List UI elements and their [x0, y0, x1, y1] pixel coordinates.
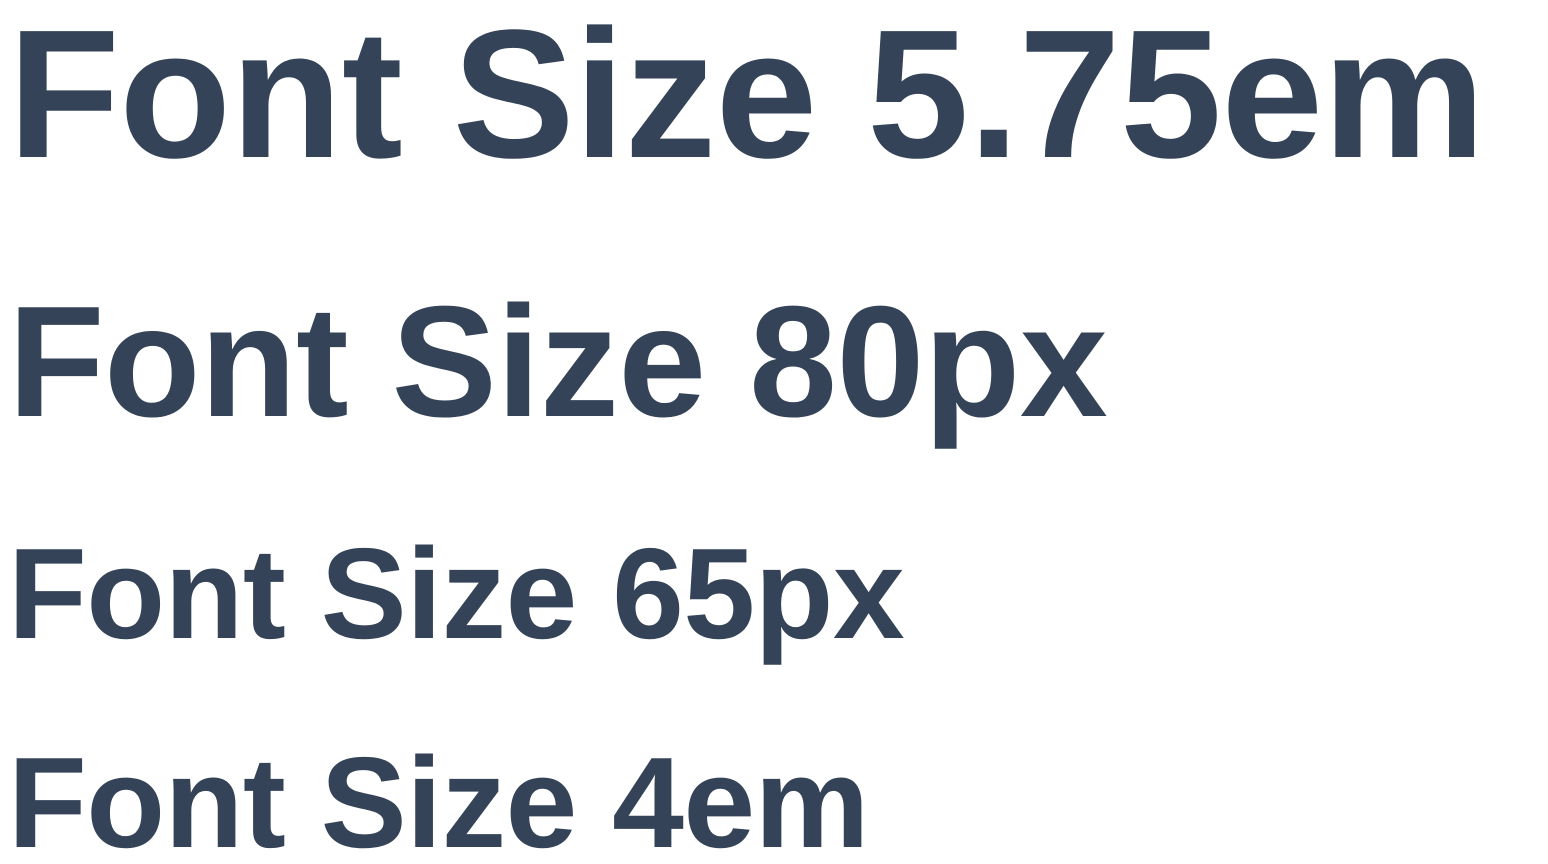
heading-font-size-4em: Font Size 4em	[8, 731, 869, 864]
heading-font-size-80px: Font Size 80px	[8, 274, 1108, 450]
heading-font-size-5-75em: Font Size 5.75em	[8, 0, 1485, 196]
heading-font-size-65px: Font Size 65px	[8, 522, 905, 666]
